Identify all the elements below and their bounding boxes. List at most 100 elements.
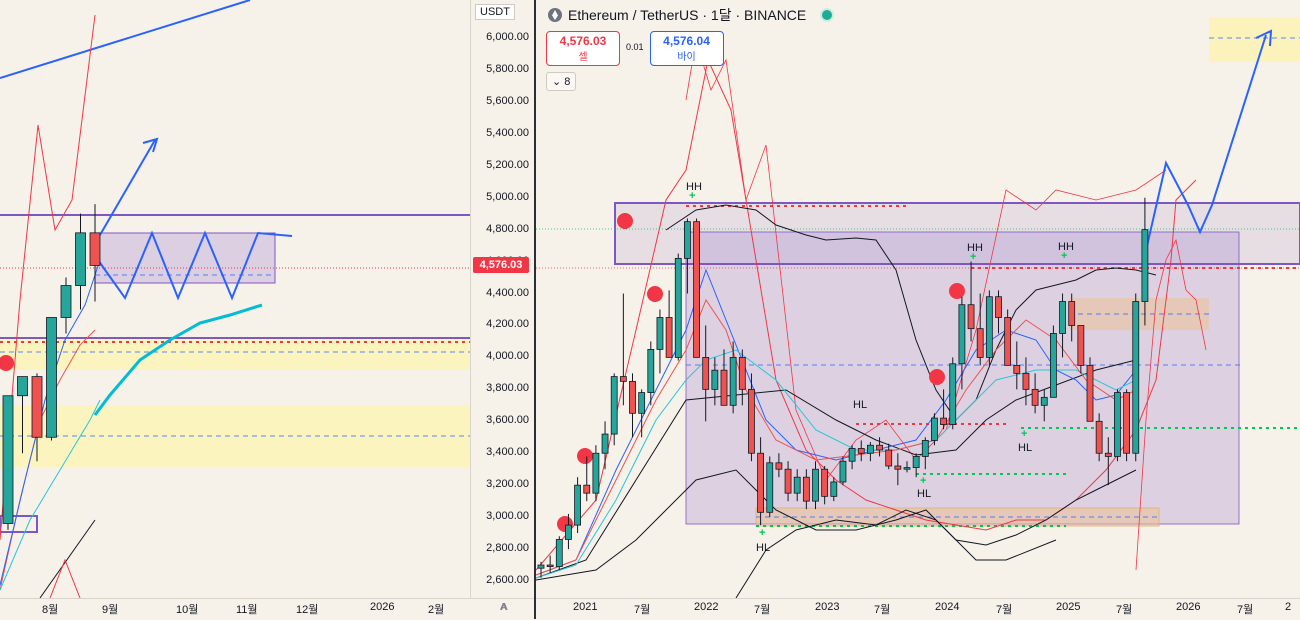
candle-body: [720, 369, 728, 406]
candle-body: [1132, 301, 1140, 454]
swing-marker: +: [1021, 428, 1027, 440]
buy-label: 바이: [677, 52, 696, 63]
swing-label: HH: [1058, 241, 1074, 253]
candle-body: [1086, 364, 1094, 422]
time-tick-label: 12월: [296, 604, 319, 616]
bb-upper-black: [665, 204, 1157, 421]
symbol-title[interactable]: Ethereum / TetherUS · 1달 · BINANCE: [568, 7, 807, 23]
candle-body: [866, 444, 874, 454]
candle-body: [729, 357, 737, 406]
price-tick-label: 4,800.00: [486, 222, 529, 235]
price-tick-label: 4,000.00: [486, 350, 529, 363]
candle-body: [583, 484, 591, 494]
candle-body: [821, 468, 829, 497]
candle-body: [921, 440, 929, 457]
left-time-axis[interactable]: 8월 9월 10월 11월 12월 2026 2월 A: [0, 598, 534, 620]
currency-label[interactable]: USDT: [475, 4, 515, 20]
time-tick-label: 10월: [176, 604, 199, 616]
swing-marker: +: [920, 475, 926, 487]
candle-body: [1141, 229, 1149, 302]
candle-body: [985, 296, 993, 358]
pane-divider[interactable]: [534, 0, 536, 619]
candle-body: [702, 357, 710, 390]
signal-dot: [617, 213, 633, 229]
projected-path: [1141, 34, 1267, 269]
price-axis[interactable]: USDT 6,000.00 5,800.00 5,600.00 5,400.00 5,2…: [470, 0, 535, 613]
price-tick-label: 3,000.00: [486, 510, 529, 523]
candle-body: [555, 539, 563, 568]
swing-marker: +: [689, 190, 695, 202]
trade-panel: 4,576.03 셀 0.01 4,576.04 바이: [546, 31, 724, 66]
candle-body: [1040, 396, 1048, 406]
left-chart-canvas[interactable]: [0, 0, 470, 598]
candle-body: [1031, 388, 1039, 406]
auto-scale-button[interactable]: A: [501, 602, 508, 613]
candle-body: [857, 448, 865, 454]
candle-body: [592, 452, 600, 494]
candle-body: [830, 481, 838, 497]
candle-body: [1050, 333, 1057, 398]
spread-value: 0.01: [626, 42, 644, 52]
time-tick-label: 2024: [935, 601, 960, 613]
cyan-ma: [0, 399, 101, 591]
candle-body: [775, 462, 783, 470]
candle-body: [610, 376, 618, 435]
candle-body: [656, 317, 664, 350]
candle-body: [2, 395, 14, 524]
candle-body: [647, 349, 655, 393]
candle-body: [629, 380, 636, 414]
price-tick-label: 3,600.00: [486, 414, 529, 427]
candle-body: [619, 376, 627, 382]
sell-price: 4,576.03: [559, 34, 607, 48]
right-chart-pane[interactable]: HH HH HH HL HL HL HL + + + + + + Ethereum / TetherUS…: [536, 0, 1300, 598]
candle-body: [574, 484, 581, 526]
sell-button[interactable]: 4,576.03 셀: [546, 31, 620, 66]
candle-body: [683, 221, 691, 259]
buy-button[interactable]: 4,576.04 바이: [649, 31, 724, 66]
swing-label: HL: [1018, 442, 1032, 454]
time-tick-label: 2022: [694, 601, 719, 613]
candle-body: [537, 564, 545, 569]
candle-body: [995, 296, 1002, 318]
candle-body: [812, 468, 819, 502]
price-tick-label: 5,600.00: [486, 94, 529, 107]
price-tick-label: 5,800.00: [486, 62, 529, 75]
candle-body: [17, 376, 28, 397]
swing-label: HH: [686, 181, 702, 193]
signal-dot: [949, 283, 965, 299]
candle-body: [665, 317, 673, 358]
candle-body: [601, 433, 609, 454]
candle-body: [958, 304, 966, 365]
candle-body: [1059, 301, 1066, 334]
last-price-badge: 4,576.03: [473, 257, 529, 274]
black-ma: [39, 519, 96, 598]
price-tick-label: 5,400.00: [486, 126, 529, 139]
candle-body: [674, 257, 682, 358]
candle-body: [876, 444, 883, 451]
candle-body: [793, 476, 801, 494]
time-tick-label: 11월: [236, 604, 258, 616]
sell-label: 셀: [578, 52, 588, 63]
arrow-head: [1255, 29, 1273, 47]
market-status-icon[interactable]: [820, 8, 835, 22]
price-tick-label: 3,800.00: [486, 382, 529, 395]
price-tick-label: 2,600.00: [486, 574, 529, 586]
right-time-axis[interactable]: 2021 7월 2022 7월 2023 7월 2024 7월 2025 7월 2026 7월 2: [536, 598, 1300, 620]
time-tick-label: 7월: [754, 604, 771, 616]
signal-dot: [0, 355, 14, 371]
candle-body: [565, 524, 572, 540]
left-chart-pane[interactable]: [0, 0, 470, 598]
candle-body: [848, 448, 856, 462]
time-tick-label: 8월: [42, 604, 59, 616]
candle-body: [1095, 420, 1103, 454]
candle-body: [1123, 392, 1130, 454]
ethereum-icon: [548, 8, 562, 22]
candle-body: [949, 363, 957, 425]
arrow-head: [142, 137, 159, 153]
candle-body: [748, 388, 755, 454]
indicator-toggle-button[interactable]: ⌄ 8: [546, 72, 577, 91]
candle-body: [802, 476, 810, 502]
candle-body: [894, 465, 902, 470]
